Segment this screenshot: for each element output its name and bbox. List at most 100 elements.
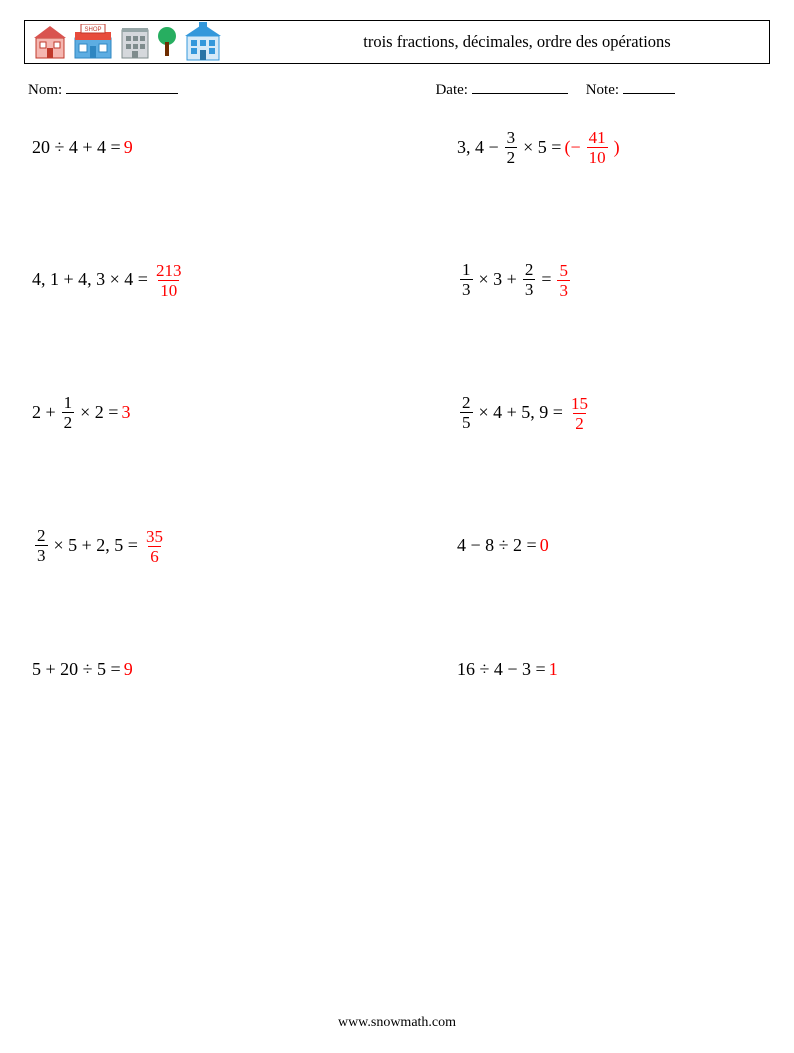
- answer-fraction: 4110: [587, 129, 608, 166]
- expr-text: × 3 +: [479, 269, 517, 290]
- expression: 5 + 20 ÷ 5 = 9: [32, 659, 133, 680]
- fraction-numerator: 213: [154, 262, 184, 280]
- fraction-numerator: 35: [144, 528, 165, 546]
- fraction-numerator: 1: [460, 261, 473, 279]
- answer-text: (−: [564, 137, 580, 158]
- answer: 9: [124, 659, 133, 680]
- shop-icon: SHOP: [73, 24, 113, 60]
- answer-fraction: 152: [569, 395, 590, 432]
- expr-text: × 2 =: [80, 402, 118, 423]
- fraction-numerator: 15: [569, 395, 590, 413]
- fraction-denominator: 3: [460, 279, 473, 298]
- expr-text: 20 ÷ 4 + 4 =: [32, 137, 121, 158]
- fraction: 23: [35, 527, 48, 564]
- problem-cell: 25 × 4 + 5, 9 = 152: [397, 393, 762, 432]
- expression: 25 × 4 + 5, 9 = 152: [457, 393, 593, 432]
- problem-cell: 23 × 5 + 2, 5 = 356: [32, 526, 397, 565]
- building-icon: [183, 22, 223, 62]
- expr-text: 5 + 20 ÷ 5 =: [32, 659, 121, 680]
- problem-row: 2 + 12 × 2 = 325 × 4 + 5, 9 = 152: [32, 393, 762, 432]
- fraction-denominator: 10: [158, 280, 179, 299]
- fraction: 12: [62, 394, 75, 431]
- fraction-numerator: 41: [587, 129, 608, 147]
- note-field: Note:: [586, 78, 675, 99]
- date-field: Date:: [435, 78, 567, 99]
- answer: 3: [121, 402, 130, 423]
- problem-cell: 16 ÷ 4 − 3 = 1: [397, 659, 762, 680]
- problem-row: 4, 1 + 4, 3 × 4 = 2131013 × 3 + 23 = 53: [32, 260, 762, 299]
- fraction-denominator: 6: [148, 546, 161, 565]
- fraction-numerator: 2: [523, 261, 536, 279]
- fraction-denominator: 3: [557, 280, 570, 299]
- expression: 16 ÷ 4 − 3 = 1: [457, 659, 558, 680]
- expression: 20 ÷ 4 + 4 = 9: [32, 137, 133, 158]
- fraction: 32: [505, 129, 518, 166]
- problem-cell: 13 × 3 + 23 = 53: [397, 260, 762, 299]
- tree-icon: [157, 24, 177, 60]
- answer: 1: [549, 659, 558, 680]
- problem-row: 23 × 5 + 2, 5 = 356 4 − 8 ÷ 2 = 0: [32, 526, 762, 565]
- expr-text: =: [541, 269, 551, 290]
- name-underline: [66, 78, 178, 94]
- note-label: Note:: [586, 82, 619, 98]
- expr-text: 3, 4 −: [457, 137, 499, 158]
- answer-fraction: 21310: [154, 262, 184, 299]
- expr-text: 4 − 8 ÷ 2 =: [457, 535, 537, 556]
- answer: 21310: [151, 260, 187, 299]
- problem-cell: 20 ÷ 4 + 4 = 9: [32, 129, 397, 166]
- date-underline: [472, 78, 568, 94]
- expr-text: × 4 + 5, 9 =: [479, 402, 563, 423]
- fraction-denominator: 3: [35, 545, 48, 564]
- fraction: 23: [523, 261, 536, 298]
- worksheet-title: trois fractions, décimales, ordre des op…: [265, 21, 769, 63]
- problem-cell: 3, 4 − 32 × 5 = (− 4110): [397, 129, 762, 166]
- problem-cell: 4 − 8 ÷ 2 = 0: [397, 526, 762, 565]
- problem-row: 5 + 20 ÷ 5 = 9 16 ÷ 4 − 3 = 1: [32, 659, 762, 680]
- expression: 3, 4 − 32 × 5 = (− 4110): [457, 129, 620, 166]
- fraction: 13: [460, 261, 473, 298]
- fraction-numerator: 5: [557, 262, 570, 280]
- expression: 23 × 5 + 2, 5 = 356: [32, 526, 168, 565]
- footer-url: www.snowmath.com: [0, 1015, 794, 1031]
- problem-cell: 5 + 20 ÷ 5 = 9: [32, 659, 397, 680]
- fraction-numerator: 2: [460, 394, 473, 412]
- fraction: 25: [460, 394, 473, 431]
- answer: 9: [124, 137, 133, 158]
- svg-text:SHOP: SHOP: [84, 27, 101, 33]
- expression: 2 + 12 × 2 = 3: [32, 394, 130, 431]
- header-box: SHOP: [24, 20, 770, 64]
- fraction-denominator: 2: [573, 413, 586, 432]
- header-icons: SHOP: [25, 21, 265, 63]
- name-label: Nom:: [28, 82, 62, 98]
- problem-cell: 2 + 12 × 2 = 3: [32, 393, 397, 432]
- problem-cell: 4, 1 + 4, 3 × 4 = 21310: [32, 260, 397, 299]
- expr-text: 2 +: [32, 402, 56, 423]
- fraction-denominator: 5: [460, 412, 473, 431]
- answer-text: 0: [540, 535, 549, 556]
- building-icon: [33, 24, 67, 60]
- answer: 53: [554, 260, 573, 299]
- problems-grid: 20 ÷ 4 + 4 = 93, 4 − 32 × 5 = (−4110)4, …: [24, 129, 770, 680]
- answer: 356: [141, 526, 168, 565]
- fraction-numerator: 1: [62, 394, 75, 412]
- expression: 13 × 3 + 23 = 53: [457, 260, 573, 299]
- expr-text: 16 ÷ 4 − 3 =: [457, 659, 546, 680]
- answer-text: 9: [124, 137, 133, 158]
- info-row: Nom: Date: Note:: [24, 78, 770, 99]
- note-underline: [623, 78, 675, 94]
- fraction-denominator: 3: [523, 279, 536, 298]
- fraction-denominator: 2: [505, 147, 518, 166]
- expression: 4 − 8 ÷ 2 = 0: [457, 535, 549, 556]
- worksheet-page: SHOP: [0, 0, 794, 1053]
- expression: 4, 1 + 4, 3 × 4 = 21310: [32, 260, 186, 299]
- expr-text: × 5 + 2, 5 =: [54, 535, 138, 556]
- answer-text: 1: [549, 659, 558, 680]
- answer: (− 4110): [564, 129, 619, 166]
- fraction-denominator: 10: [587, 147, 608, 166]
- expr-text: × 5 =: [523, 137, 561, 158]
- fraction-denominator: 2: [62, 412, 75, 431]
- date-label: Date:: [435, 82, 467, 98]
- answer-fraction: 356: [144, 528, 165, 565]
- answer-text: ): [614, 137, 620, 158]
- problem-row: 20 ÷ 4 + 4 = 9 3, 4 − 32 × 5 = (− 4110): [32, 129, 762, 166]
